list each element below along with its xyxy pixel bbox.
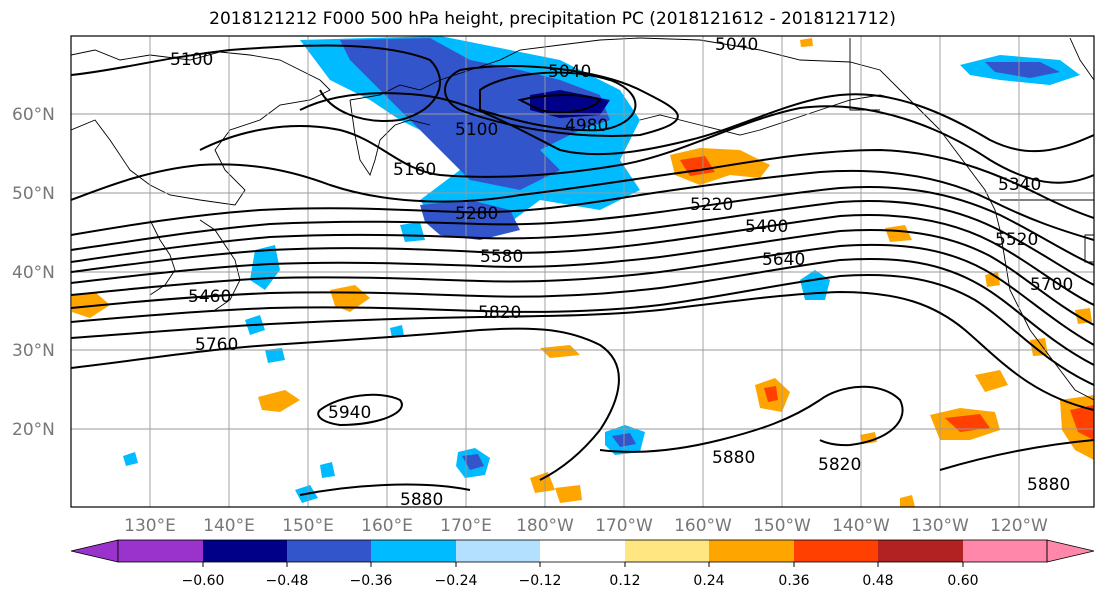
latitude-labels: 60°N 50°N 40°N 30°N 20°N [12,105,55,440]
colorbar-bin [794,540,878,562]
lat-label: 40°N [12,263,55,283]
colorbar-extend-low [70,539,119,563]
colorbar-bin [118,540,203,562]
lon-label: 160°E [361,516,413,536]
contour-label: 5100 [170,50,213,70]
contour-label: 5280 [455,204,498,224]
colorbar-bin [963,540,1047,562]
contour-label: 5040 [715,35,758,55]
contour-label: 5880 [1027,475,1070,495]
lat-label: 20°N [12,420,55,440]
lon-label: 120°W [990,516,1048,536]
contour-label: 5460 [188,287,231,307]
lon-label: 150°W [753,516,811,536]
colorbar-tick-label: 0.48 [862,573,893,589]
colorbar-bin [709,540,794,562]
lon-label: 170°E [440,516,492,536]
contour-label: 5940 [328,403,371,423]
colorbar: −0.60 −0.48 −0.36 −0.24 −0.12 0.12 0.24 … [70,539,1095,589]
lon-label: 140°W [832,516,890,536]
lon-label: 130°E [124,516,176,536]
contour-label: 5040 [548,62,591,82]
lat-label: 50°N [12,184,55,204]
contour-label: 5820 [818,455,861,475]
lon-label: 160°W [674,516,732,536]
colorbar-bin [540,540,625,562]
lon-label: 150°E [282,516,334,536]
lon-label: 170°W [595,516,653,536]
colorbar-bin [878,540,963,562]
colorbar-bin [371,540,456,562]
contour-label: 5220 [690,195,733,215]
contour-label: 5880 [400,490,443,510]
lon-label: 130°W [911,516,969,536]
contour-label: 5640 [762,250,805,270]
colorbar-tick-label: 0.12 [609,573,640,589]
lon-label: 180°W [516,516,574,536]
colorbar-tick-label: 0.24 [693,573,724,589]
map-border [70,35,1095,508]
contour-label: 5160 [393,160,436,180]
contour-label: 5700 [1030,275,1073,295]
colorbar-bin [203,540,287,562]
map-title: 2018121212 F000 500 hPa height, precipit… [209,9,896,29]
colorbar-extend-high [1046,539,1095,563]
gridlines [71,36,1094,507]
contour-label: 5580 [480,247,523,267]
colorbar-tick-label: −0.60 [182,573,225,589]
colorbar-tick-label: 0.36 [778,573,809,589]
contour-label: 5520 [995,230,1038,250]
colorbar-bin [287,540,371,562]
contour-label: 5820 [478,303,521,323]
colorbar-tick-label: 0.60 [947,573,978,589]
colorbar-bin [456,540,540,562]
colorbar-tick-label: −0.36 [350,573,393,589]
contour-label: 5760 [195,335,238,355]
colorbar-tick-label: −0.12 [519,573,562,589]
height-contours [71,44,1094,496]
lat-label: 30°N [12,341,55,361]
longitude-labels: 130°E 140°E 150°E 160°E 170°E 180°W 170°… [124,516,1048,536]
contour-labels: 5100 5040 5040 4980 5100 5160 5280 5580 … [170,35,1073,510]
contour-label: 5880 [712,448,755,468]
coastlines [71,37,1094,401]
colorbar-tick-label: −0.48 [266,573,309,589]
contour-label: 5100 [455,120,498,140]
contour-label: 5400 [745,217,788,237]
colorbar-tick-label: −0.24 [435,573,478,589]
lon-label: 140°E [203,516,255,536]
contour-label: 5340 [998,175,1041,195]
colorbar-bin [625,540,709,562]
contour-label: 4980 [565,116,608,136]
lat-label: 60°N [12,105,55,125]
